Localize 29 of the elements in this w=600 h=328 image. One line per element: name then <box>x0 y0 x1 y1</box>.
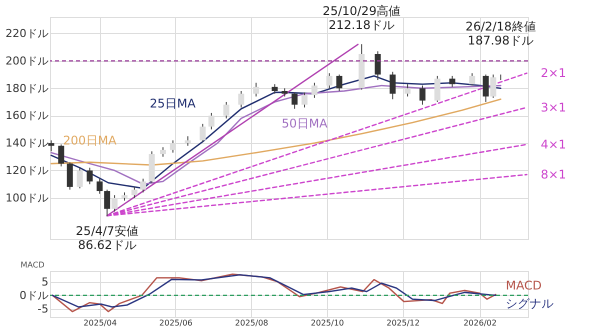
x-tick-label: 2025/06 <box>159 318 193 328</box>
y-tick-label: 180ドル <box>6 82 48 95</box>
y-axis-title: MACD <box>20 260 44 270</box>
series-label: 2×1 <box>540 66 566 80</box>
y-tick-label: 5 <box>42 275 48 288</box>
x-tick-label: 2025/10 <box>310 318 344 328</box>
y-tick-label: 140ドル <box>6 136 48 150</box>
x-tick-label: 2025/04 <box>84 318 117 328</box>
y-tick-label: 120ドル <box>6 164 48 177</box>
series-label: 8×1 <box>540 168 566 182</box>
y-tick-label: -5 <box>38 302 48 316</box>
x-tick-label: 2025/08 <box>235 318 268 328</box>
annotation: 25/10/29高値 212.18ドル <box>322 4 401 32</box>
x-tick-label: 2025/12 <box>386 318 420 328</box>
y-tick-label: 200ドル <box>6 54 48 68</box>
series-label: 200日MA <box>62 133 118 148</box>
series-label: 4×1 <box>540 137 566 152</box>
series-label: MACD <box>506 278 542 293</box>
series-label: 3×1 <box>540 100 566 114</box>
annotation: 25/4/7安値 86.62ドル <box>76 224 138 252</box>
x-tick-label: 2026/02 <box>463 318 497 328</box>
y-tick-label: 0ドル <box>20 288 48 302</box>
series-label: 50日MA <box>282 116 328 131</box>
y-tick-label: 100ドル <box>6 191 48 204</box>
text: 25日MA <box>150 96 196 111</box>
y-tick-label: 160ドル <box>6 109 48 122</box>
annotation: 26/2/18終値 187.98ドル <box>466 19 536 48</box>
y-tick-label: 220ドル <box>6 26 48 40</box>
series-label: シグナル <box>506 296 554 310</box>
